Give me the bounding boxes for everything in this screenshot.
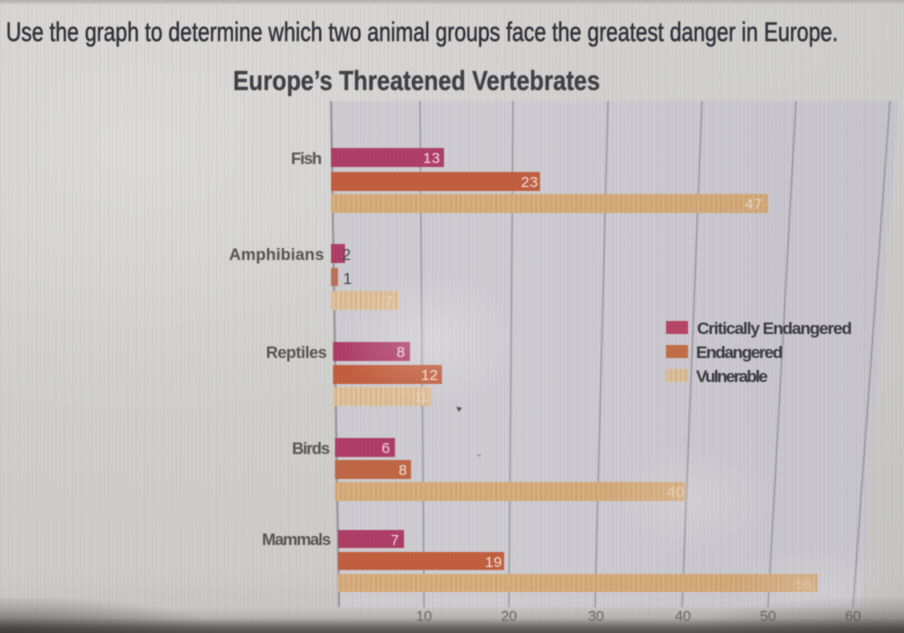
svg-text:Use the graph to determine whi: Use the graph to determine which two ani… xyxy=(6,17,838,47)
svg-text:Vulnerable: Vulnerable xyxy=(696,367,768,386)
svg-text:Endangered: Endangered xyxy=(696,343,783,362)
svg-text:47: 47 xyxy=(745,196,762,213)
svg-text:40: 40 xyxy=(667,484,684,501)
svg-text:Amphibians: Amphibians xyxy=(229,246,324,264)
svg-text:Critically Endangered: Critically Endangered xyxy=(697,319,852,338)
svg-text:13: 13 xyxy=(423,150,440,167)
svg-text:1: 1 xyxy=(343,271,352,288)
svg-text:19: 19 xyxy=(485,554,502,571)
svg-text:Europe’s Threatened Vertebrate: Europe’s Threatened Vertebrates xyxy=(233,65,600,96)
svg-text:23: 23 xyxy=(521,174,538,191)
svg-text:Fish: Fish xyxy=(291,150,322,168)
svg-text:56: 56 xyxy=(795,576,812,593)
svg-text:2: 2 xyxy=(342,247,351,264)
svg-text:12: 12 xyxy=(421,367,438,384)
